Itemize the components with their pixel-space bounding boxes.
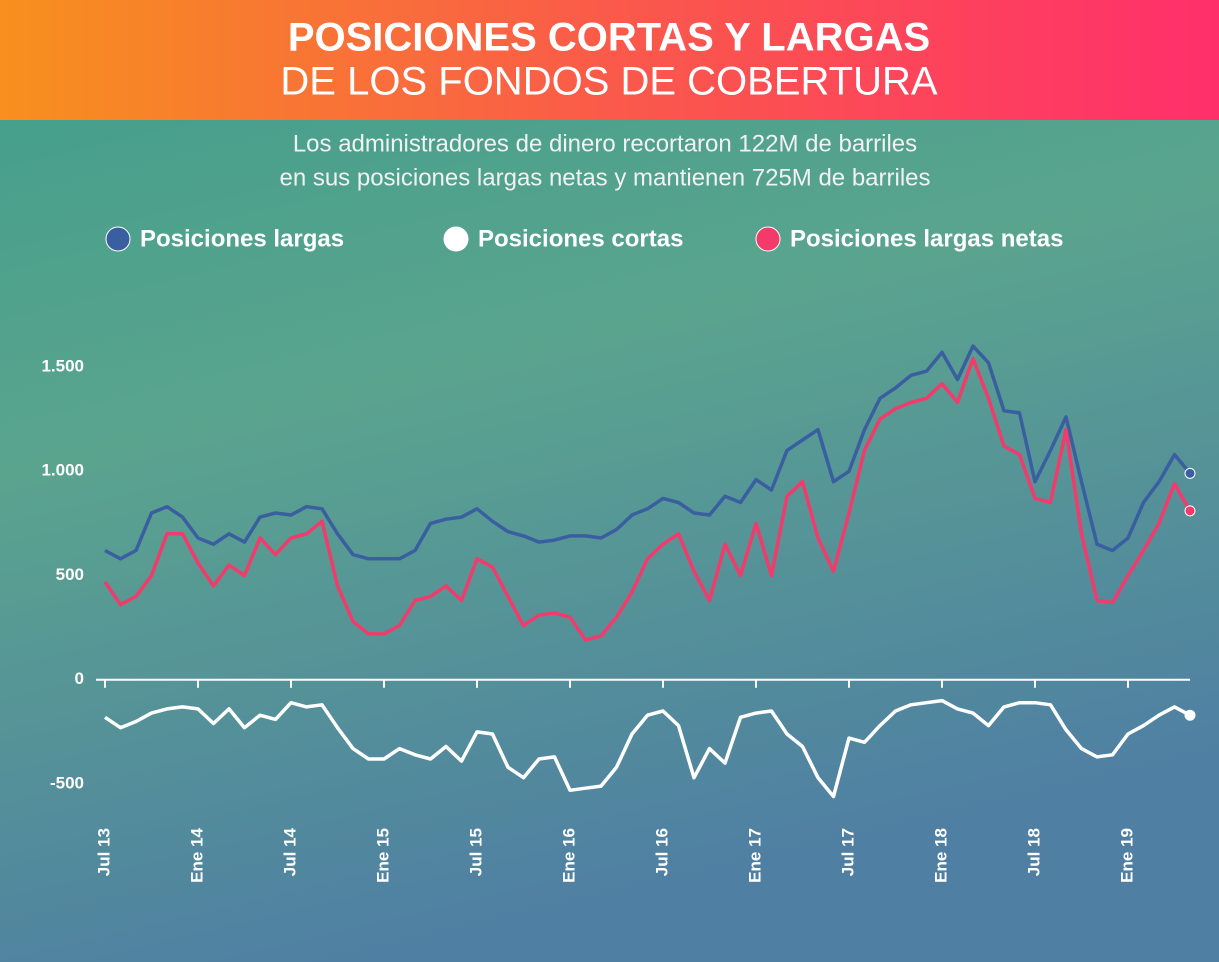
- legend-label: Posiciones largas: [140, 225, 344, 252]
- x-tick-label: Ene 14: [187, 827, 206, 882]
- y-tick-label: 500: [56, 565, 84, 584]
- x-tick-label: Ene 18: [931, 828, 950, 883]
- x-tick-label: Ene 17: [745, 828, 764, 883]
- chart-title: DE LOS FONDOS DE COBERTURA: [280, 60, 937, 104]
- x-tick-label: Jul 14: [280, 827, 299, 876]
- title-banner: [0, 0, 1219, 120]
- legend-marker: [443, 226, 469, 252]
- subtitle: Los administradores de dinero recortaron…: [293, 130, 917, 157]
- end-point: [1184, 505, 1196, 517]
- x-tick-label: Jul 16: [652, 828, 671, 876]
- y-tick-label: 1.500: [41, 356, 84, 375]
- end-point: [1184, 709, 1196, 721]
- series-line: [104, 698, 1191, 799]
- legend-marker: [105, 226, 131, 252]
- x-tick-label: Ene 15: [373, 828, 392, 883]
- legend-label: Posiciones largas netas: [790, 225, 1063, 252]
- x-tick-label: Ene 19: [1117, 828, 1136, 883]
- x-tick-label: Jul 18: [1024, 828, 1043, 876]
- y-tick-label: -500: [50, 773, 84, 792]
- x-tick-label: Jul 15: [466, 828, 485, 876]
- chart-title: POSICIONES CORTAS Y LARGAS: [288, 16, 930, 60]
- x-tick-label: Jul 17: [838, 828, 857, 876]
- subtitle: en sus posiciones largas netas y mantien…: [279, 164, 930, 191]
- x-tick-label: Jul 13: [94, 828, 113, 876]
- series-line: [103, 356, 1192, 642]
- series-line: [104, 344, 1192, 561]
- legend-label: Posiciones cortas: [478, 225, 683, 252]
- y-tick-label: 1.000: [41, 461, 84, 480]
- y-tick-label: 0: [75, 669, 84, 688]
- legend-marker: [755, 226, 781, 252]
- end-point: [1184, 467, 1196, 479]
- x-tick-label: Ene 16: [559, 828, 578, 883]
